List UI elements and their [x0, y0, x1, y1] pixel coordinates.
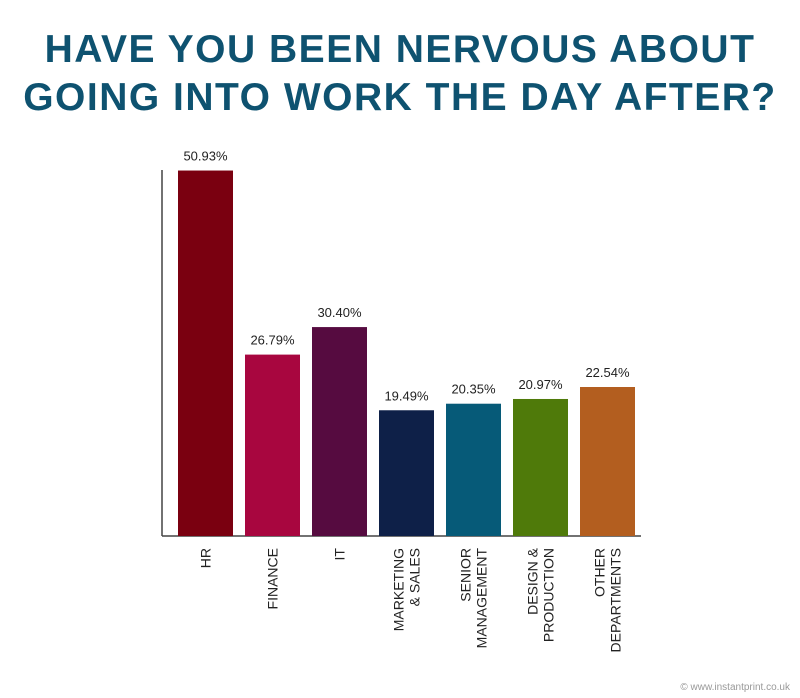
value-label: 20.97%	[518, 377, 563, 392]
bar	[580, 387, 635, 536]
value-label: 20.35%	[451, 382, 496, 397]
value-label: 50.93%	[183, 149, 228, 164]
chart-title: GOING INTO WORK THE DAY AFTER?	[23, 76, 777, 119]
x-tick-label: OTHER	[592, 548, 608, 597]
bar	[312, 327, 367, 536]
x-tick-label: MANAGEMENT	[474, 548, 490, 649]
value-label: 30.40%	[317, 305, 362, 320]
value-label: 22.54%	[585, 365, 630, 380]
x-tick-label: DEPARTMENTS	[608, 548, 624, 653]
value-label: 26.79%	[250, 333, 295, 348]
x-tick-label: HR	[198, 548, 214, 568]
x-tick-label: PRODUCTION	[541, 548, 557, 642]
bar	[245, 354, 300, 536]
bar	[178, 170, 233, 536]
x-tick-label: & SALES	[407, 548, 423, 606]
chart-title: HAVE YOU BEEN NERVOUS ABOUT	[45, 28, 756, 71]
x-tick-label: SENIOR	[458, 548, 474, 602]
x-tick-label: FINANCE	[265, 548, 281, 609]
bar	[379, 410, 434, 536]
bar	[513, 398, 568, 536]
source: © www.instantprint.co.uk	[680, 682, 791, 693]
x-tick-label: MARKETING	[391, 548, 407, 631]
x-tick-label: IT	[332, 548, 348, 561]
x-tick-label: DESIGN &	[525, 547, 541, 615]
bar	[446, 403, 501, 536]
value-label: 19.49%	[384, 388, 429, 403]
